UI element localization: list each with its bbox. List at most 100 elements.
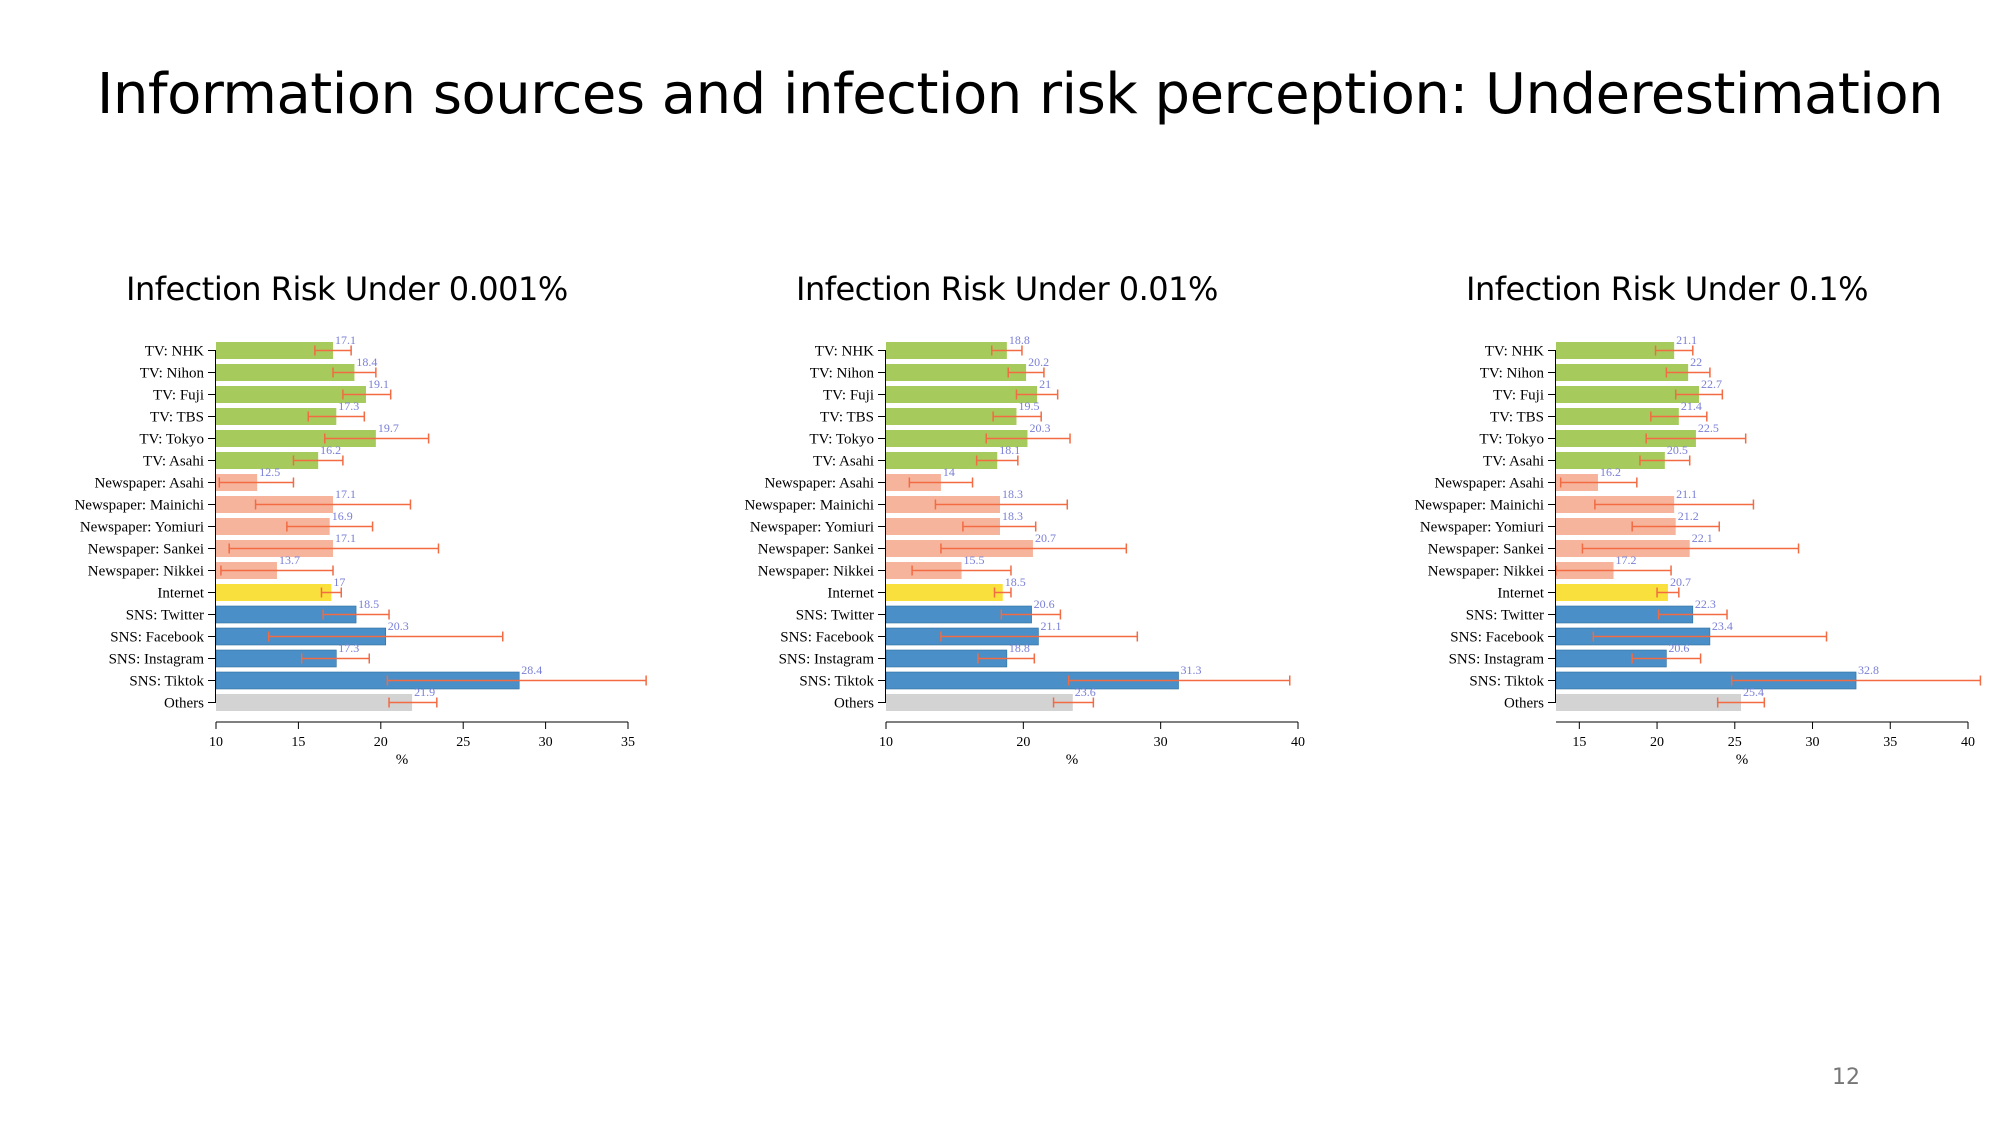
category-label: Newspaper: Mainichi: [744, 498, 874, 514]
category-label: TV: TBS: [150, 410, 204, 426]
x-tick-label: 15: [1572, 735, 1586, 750]
category-label: TV: Asahi: [1483, 454, 1544, 470]
bar: [1556, 430, 1696, 447]
category-label: TV: Asahi: [813, 454, 874, 470]
x-tick-label: 25: [1728, 735, 1742, 750]
data-label: 17.1: [335, 333, 356, 347]
x-tick-label: 25: [456, 735, 470, 750]
data-label: 28.4: [521, 663, 542, 677]
data-label: 22.3: [1695, 597, 1716, 611]
x-axis-label: %: [1066, 752, 1079, 768]
category-label: Internet: [827, 586, 874, 602]
category-label: Newspaper: Asahi: [1434, 476, 1544, 492]
bar: [216, 452, 319, 469]
bar: [216, 518, 330, 535]
bar: [886, 518, 1000, 535]
bar: [1556, 408, 1679, 425]
data-label: 17.1: [335, 487, 356, 501]
page-number: 12: [1832, 1065, 1860, 1090]
data-label: 22.1: [1692, 531, 1713, 545]
x-tick-label: 35: [1883, 735, 1897, 750]
category-label: TV: Tokyo: [139, 432, 204, 448]
category-label: Newspaper: Mainichi: [1414, 498, 1544, 514]
bar: [216, 430, 376, 447]
x-axis-label: %: [396, 752, 409, 768]
data-label: 13.7: [279, 553, 300, 567]
bar-chart-0001: 17.1 TV: NHK 18.4 TV: Nihon 19.1 TV: Fuji 17.3…: [74, 333, 647, 768]
category-label: TV: Fuji: [823, 388, 874, 404]
category-label: Newspaper: Nikkei: [1428, 564, 1544, 580]
data-label: 19.1: [368, 377, 389, 391]
data-label: 17.1: [335, 531, 356, 545]
bar: [1556, 694, 1742, 711]
chart-title: Infection Risk Under 0.1%: [1466, 270, 1869, 308]
x-tick-label: 10: [879, 735, 893, 750]
category-label: TV: Nihon: [140, 366, 205, 382]
data-label: 18.5: [358, 597, 379, 611]
category-label: Newspaper: Nikkei: [758, 564, 874, 580]
category-label: Newspaper: Yomiuri: [750, 520, 874, 536]
data-label: 16.2: [1600, 465, 1621, 479]
category-label: Others: [164, 696, 204, 712]
data-label: 17: [333, 575, 345, 589]
data-label: 20.6: [1034, 597, 1055, 611]
data-label: 12.5: [259, 465, 280, 479]
bar: [1556, 364, 1689, 381]
bar: [216, 408, 337, 425]
bar: [886, 386, 1038, 403]
bar: [216, 694, 413, 711]
data-label: 20.6: [1668, 641, 1689, 655]
data-label: 21.1: [1676, 487, 1697, 501]
data-label: 21: [1039, 377, 1051, 391]
category-label: SNS: Twitter: [796, 608, 874, 624]
x-tick-label: 15: [291, 735, 305, 750]
data-label: 22.7: [1701, 377, 1722, 391]
data-label: 23.6: [1075, 685, 1096, 699]
data-label: 18.4: [356, 355, 377, 369]
category-label: Newspaper: Sankei: [1428, 542, 1544, 558]
chart-title: Infection Risk Under 0.01%: [796, 270, 1218, 308]
category-label: Newspaper: Mainichi: [74, 498, 204, 514]
x-tick-label: 30: [1154, 735, 1168, 750]
category-label: Newspaper: Asahi: [94, 476, 204, 492]
category-label: Newspaper: Nikkei: [88, 564, 204, 580]
data-label: 20.7: [1670, 575, 1691, 589]
data-label: 32.8: [1858, 663, 1879, 677]
bar: [1556, 452, 1665, 469]
data-label: 20.5: [1667, 443, 1688, 457]
data-label: 18.8: [1009, 333, 1030, 347]
category-label: SNS: Facebook: [780, 630, 874, 646]
data-label: 18.5: [1005, 575, 1026, 589]
data-label: 17.3: [338, 399, 359, 413]
data-label: 18.8: [1009, 641, 1030, 655]
bar: [216, 342, 334, 359]
bar: [1556, 584, 1668, 601]
category-label: SNS: Tiktok: [129, 674, 204, 690]
category-label: TV: Tokyo: [1479, 432, 1544, 448]
x-tick-label: 40: [1291, 735, 1305, 750]
x-tick-label: 30: [539, 735, 553, 750]
bar: [216, 386, 366, 403]
data-label: 15.5: [964, 553, 985, 567]
category-label: SNS: Twitter: [1466, 608, 1544, 624]
category-label: SNS: Tiktok: [799, 674, 874, 690]
bar: [1556, 386, 1700, 403]
category-label: SNS: Instagram: [1449, 652, 1545, 668]
bar: [886, 342, 1007, 359]
data-label: 21.2: [1678, 509, 1699, 523]
data-label: 23.4: [1712, 619, 1733, 633]
chart-panel-01: Infection Risk Under 0.1% 21.1 TV: NHK 22 T…: [1414, 270, 2000, 790]
category-label: TV: NHK: [815, 344, 874, 360]
data-label: 19.7: [378, 421, 399, 435]
category-label: SNS: Tiktok: [1469, 674, 1544, 690]
data-label: 22: [1690, 355, 1702, 369]
data-label: 16.9: [332, 509, 353, 523]
data-label: 18.3: [1002, 487, 1023, 501]
chart-panel-001: Infection Risk Under 0.01% 18.8 TV: NHK 20…: [744, 270, 1436, 790]
data-label: 21.9: [414, 685, 435, 699]
category-label: SNS: Facebook: [110, 630, 204, 646]
data-label: 20.7: [1035, 531, 1056, 545]
x-axis-label: %: [1736, 752, 1749, 768]
bar: [1556, 342, 1675, 359]
data-label: 20.2: [1028, 355, 1049, 369]
